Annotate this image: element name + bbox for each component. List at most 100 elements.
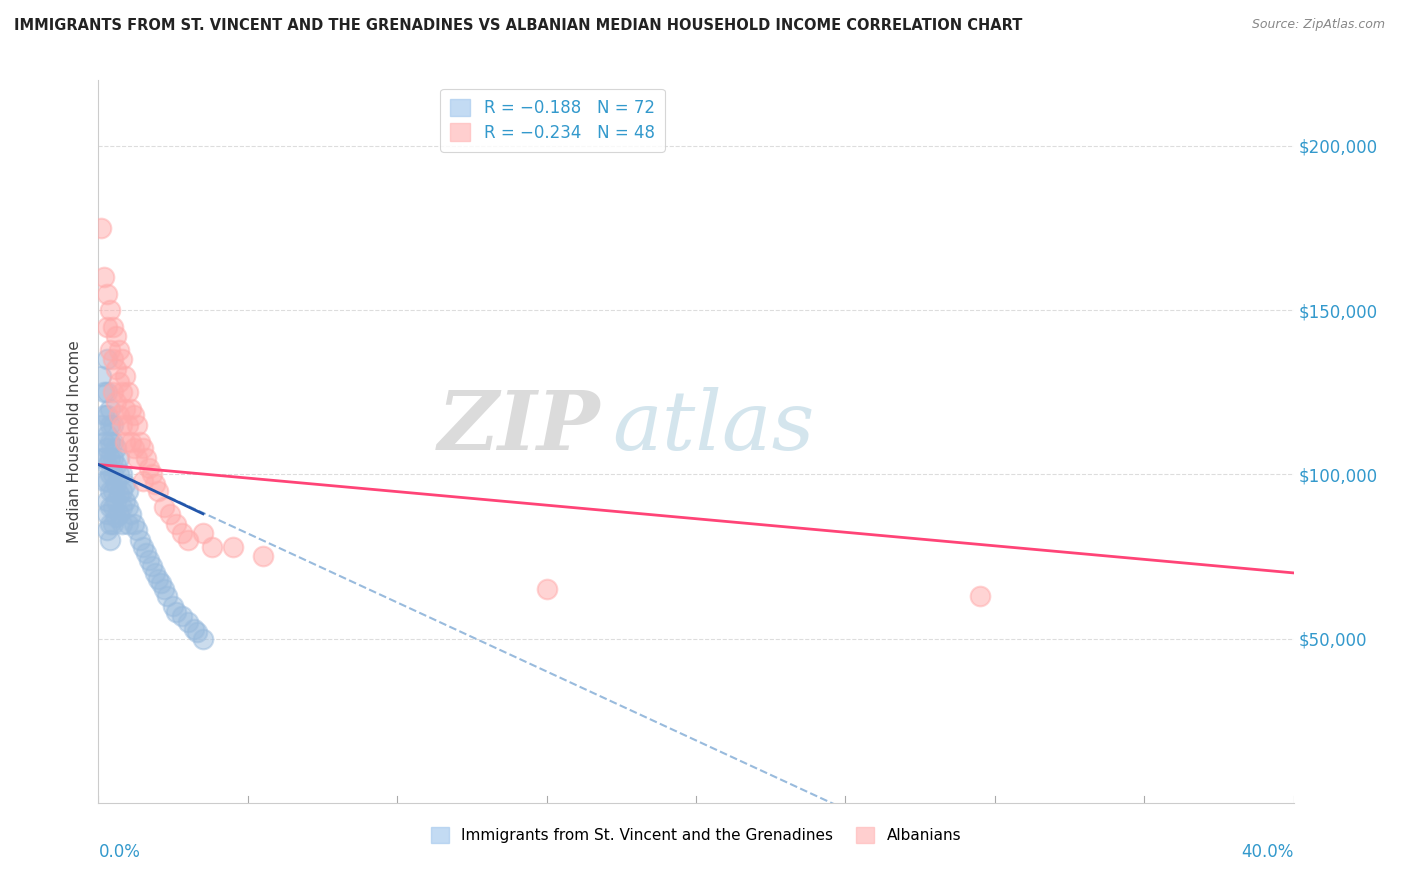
Point <box>98 401 122 416</box>
Point <box>153 500 176 515</box>
Point <box>969 589 991 603</box>
Point <box>103 450 125 465</box>
Text: ZIP: ZIP <box>437 387 600 467</box>
Point <box>111 418 134 433</box>
Point <box>111 385 134 400</box>
Point <box>96 428 118 442</box>
Point <box>143 566 166 580</box>
Point <box>103 467 125 482</box>
Point <box>132 474 155 488</box>
Point <box>108 450 131 465</box>
Point <box>191 632 214 646</box>
Point <box>108 487 131 501</box>
Point <box>98 418 122 433</box>
Point <box>177 615 200 630</box>
Point <box>103 418 125 433</box>
Point <box>536 582 558 597</box>
Point <box>141 559 163 574</box>
Point <box>96 286 118 301</box>
Point <box>105 493 128 508</box>
Point <box>117 516 139 531</box>
Point <box>114 477 136 491</box>
Point <box>108 507 131 521</box>
Point <box>105 477 128 491</box>
Point <box>90 368 112 383</box>
Point <box>252 549 274 564</box>
Point <box>98 303 122 318</box>
Point <box>103 319 125 334</box>
Point <box>222 540 245 554</box>
Point <box>120 507 142 521</box>
Point <box>96 319 118 334</box>
Point <box>93 450 115 465</box>
Point <box>191 526 214 541</box>
Point <box>135 546 157 560</box>
Point <box>103 516 125 531</box>
Point <box>96 493 118 508</box>
Point <box>172 526 194 541</box>
Point <box>96 474 118 488</box>
Point <box>111 500 134 515</box>
Point <box>124 516 146 531</box>
Point <box>143 477 166 491</box>
Point <box>105 395 128 409</box>
Point <box>96 409 118 423</box>
Point <box>148 573 170 587</box>
Point <box>117 418 139 433</box>
Point <box>150 575 173 590</box>
Point <box>96 441 118 455</box>
Point <box>98 516 122 531</box>
Point <box>98 450 122 465</box>
Point <box>159 507 181 521</box>
Point <box>105 441 128 455</box>
Point <box>114 401 136 416</box>
Point <box>96 458 118 472</box>
Point <box>93 385 115 400</box>
Point <box>129 533 152 547</box>
Point <box>148 483 170 498</box>
Point <box>108 343 131 357</box>
Point <box>165 605 187 619</box>
Point <box>103 434 125 449</box>
Text: 0.0%: 0.0% <box>98 843 141 861</box>
Point <box>114 493 136 508</box>
Point <box>132 540 155 554</box>
Point <box>111 516 134 531</box>
Point <box>111 467 134 482</box>
Point <box>129 434 152 449</box>
Point <box>111 483 134 498</box>
Point <box>138 460 160 475</box>
Point <box>117 385 139 400</box>
Point <box>186 625 208 640</box>
Point <box>90 221 112 235</box>
Point <box>108 376 131 390</box>
Point <box>98 500 122 515</box>
Point <box>90 418 112 433</box>
Point <box>98 343 122 357</box>
Point <box>98 467 122 482</box>
Point <box>93 434 115 449</box>
Point <box>96 352 118 367</box>
Point <box>117 500 139 515</box>
Text: 40.0%: 40.0% <box>1241 843 1294 861</box>
Point <box>177 533 200 547</box>
Point <box>127 523 149 537</box>
Point <box>93 409 115 423</box>
Point <box>124 409 146 423</box>
Point <box>103 483 125 498</box>
Point <box>103 500 125 515</box>
Point <box>183 622 205 636</box>
Text: atlas: atlas <box>613 387 814 467</box>
Point <box>105 510 128 524</box>
Point <box>165 516 187 531</box>
Y-axis label: Median Household Income: Median Household Income <box>67 340 83 543</box>
Point <box>162 599 184 613</box>
Point <box>120 401 142 416</box>
Point <box>105 329 128 343</box>
Point <box>105 362 128 376</box>
Point <box>105 458 128 472</box>
Text: Source: ZipAtlas.com: Source: ZipAtlas.com <box>1251 18 1385 31</box>
Point <box>172 608 194 623</box>
Point <box>141 467 163 482</box>
Point <box>111 352 134 367</box>
